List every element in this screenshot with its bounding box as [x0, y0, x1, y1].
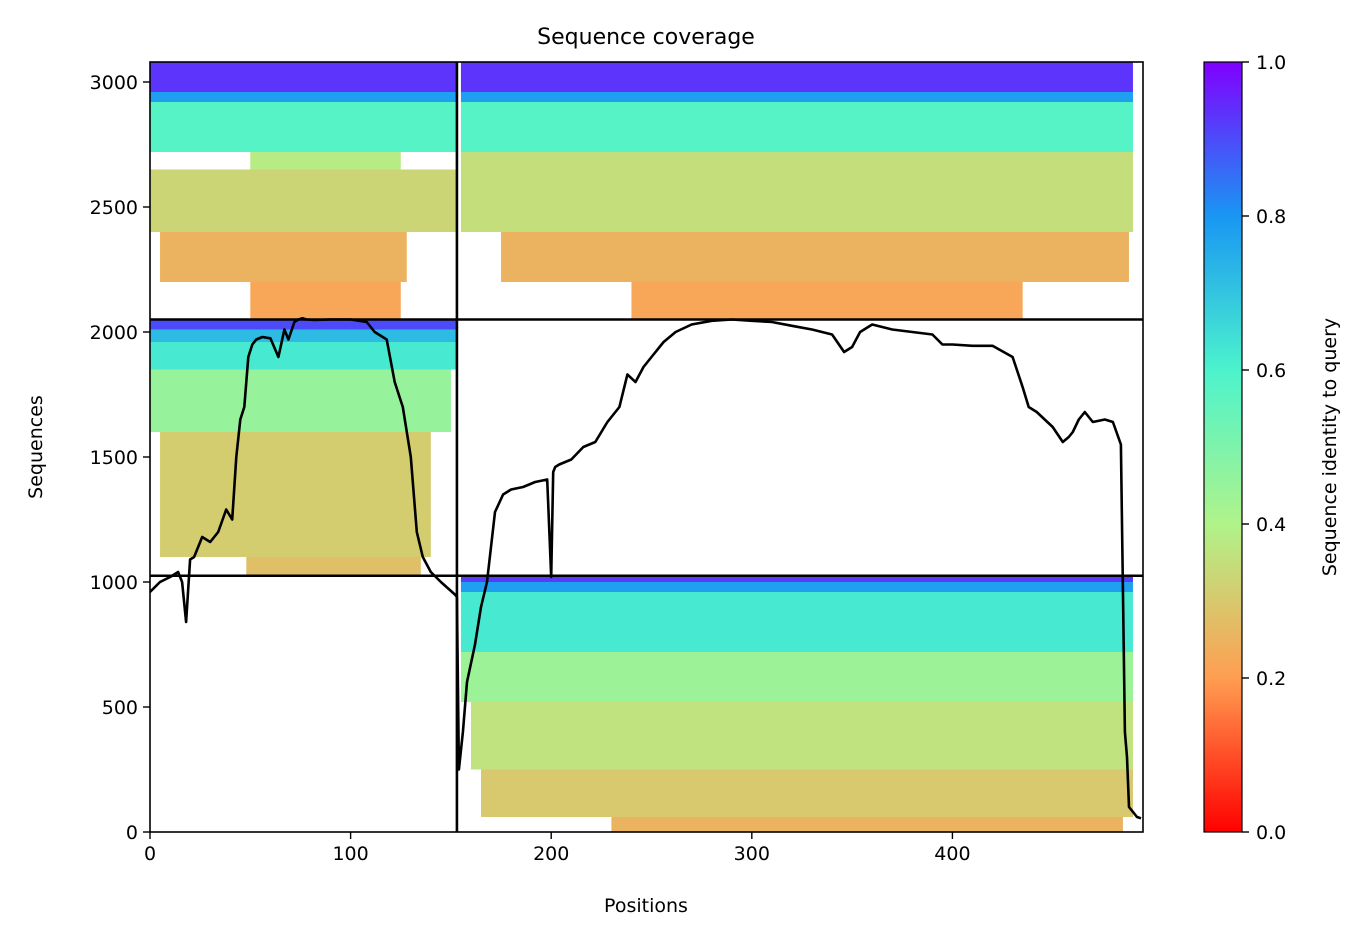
y-tick-label: 3000	[90, 72, 138, 94]
heatmap-band-middle-left	[150, 319, 457, 330]
x-axis: 0 100 200 300 400	[144, 832, 971, 865]
y-tick-label: 1500	[90, 447, 138, 469]
colorbar-tick-label: 0.2	[1256, 668, 1286, 690]
heatmap-band-bottom-right	[460, 582, 1133, 592]
heatmap-band-top-left	[150, 169, 457, 232]
colorbar-tick-label: 1.0	[1256, 52, 1286, 74]
heatmap-band-top-right	[460, 102, 1133, 152]
heatmap-band-bottom-right	[470, 702, 1133, 770]
x-axis-label: Positions	[604, 895, 688, 917]
y-tick-label: 2500	[90, 197, 138, 219]
heatmap-layer	[150, 62, 1133, 832]
colorbar	[1203, 61, 1243, 833]
y-tick-label: 500	[102, 697, 138, 719]
colorbar-tick-label: 0.0	[1256, 822, 1286, 844]
heatmap-band-top-right	[460, 92, 1133, 102]
heatmap-band-top-left	[160, 232, 407, 282]
heatmap-band-top-right	[501, 232, 1129, 282]
heatmap-band-bottom-right	[481, 769, 1133, 817]
coverage-line-layer	[150, 316, 1142, 820]
x-tick-label: 200	[533, 843, 569, 865]
heatmap-band-middle-left	[150, 342, 457, 370]
y-tick-label: 0	[126, 822, 138, 844]
x-tick-label: 300	[734, 843, 770, 865]
y-tick-label: 2000	[90, 322, 138, 344]
heatmap-band-middle-left	[150, 329, 457, 342]
heatmap-band-middle-left	[246, 557, 421, 576]
heatmap-band-bottom-right	[460, 575, 1133, 582]
y-axis: 0 500 1000 1500 2000 2500 3000	[90, 72, 150, 844]
colorbar-tick-label: 0.6	[1256, 360, 1286, 382]
x-tick-label: 400	[934, 843, 970, 865]
heatmap-band-top-right	[631, 282, 1023, 320]
chart-title: Sequence coverage	[537, 25, 755, 50]
heatmap-band-top-left	[250, 152, 401, 170]
heatmap-band-top-right	[460, 152, 1133, 232]
heatmap-band-top-left	[250, 282, 401, 320]
colorbar-tick-label: 0.8	[1256, 206, 1286, 228]
y-axis-label: Sequences	[25, 395, 47, 499]
x-tick-label: 0	[144, 843, 156, 865]
coverage-line	[150, 316, 1142, 820]
colorbar-ticks: 0.0 0.2 0.4 0.6 0.8 1.0	[1242, 52, 1286, 844]
y-tick-label: 1000	[90, 572, 138, 594]
heatmap-band-top-left	[150, 102, 457, 152]
heatmap-band-bottom-right	[611, 817, 1123, 832]
x-tick-label: 100	[332, 843, 368, 865]
heatmap-band-top-left	[150, 92, 457, 102]
heatmap-band-bottom-right	[460, 652, 1133, 702]
heatmap-band-bottom-right	[460, 592, 1133, 652]
colorbar-label: Sequence identity to query	[1319, 318, 1341, 576]
plot-frame	[149, 61, 1144, 833]
heatmap-band-top-left	[150, 62, 457, 92]
colorbar-tick-label: 0.4	[1256, 514, 1286, 536]
heatmap-band-middle-left	[160, 432, 431, 557]
heatmap-band-top-right	[460, 62, 1133, 92]
